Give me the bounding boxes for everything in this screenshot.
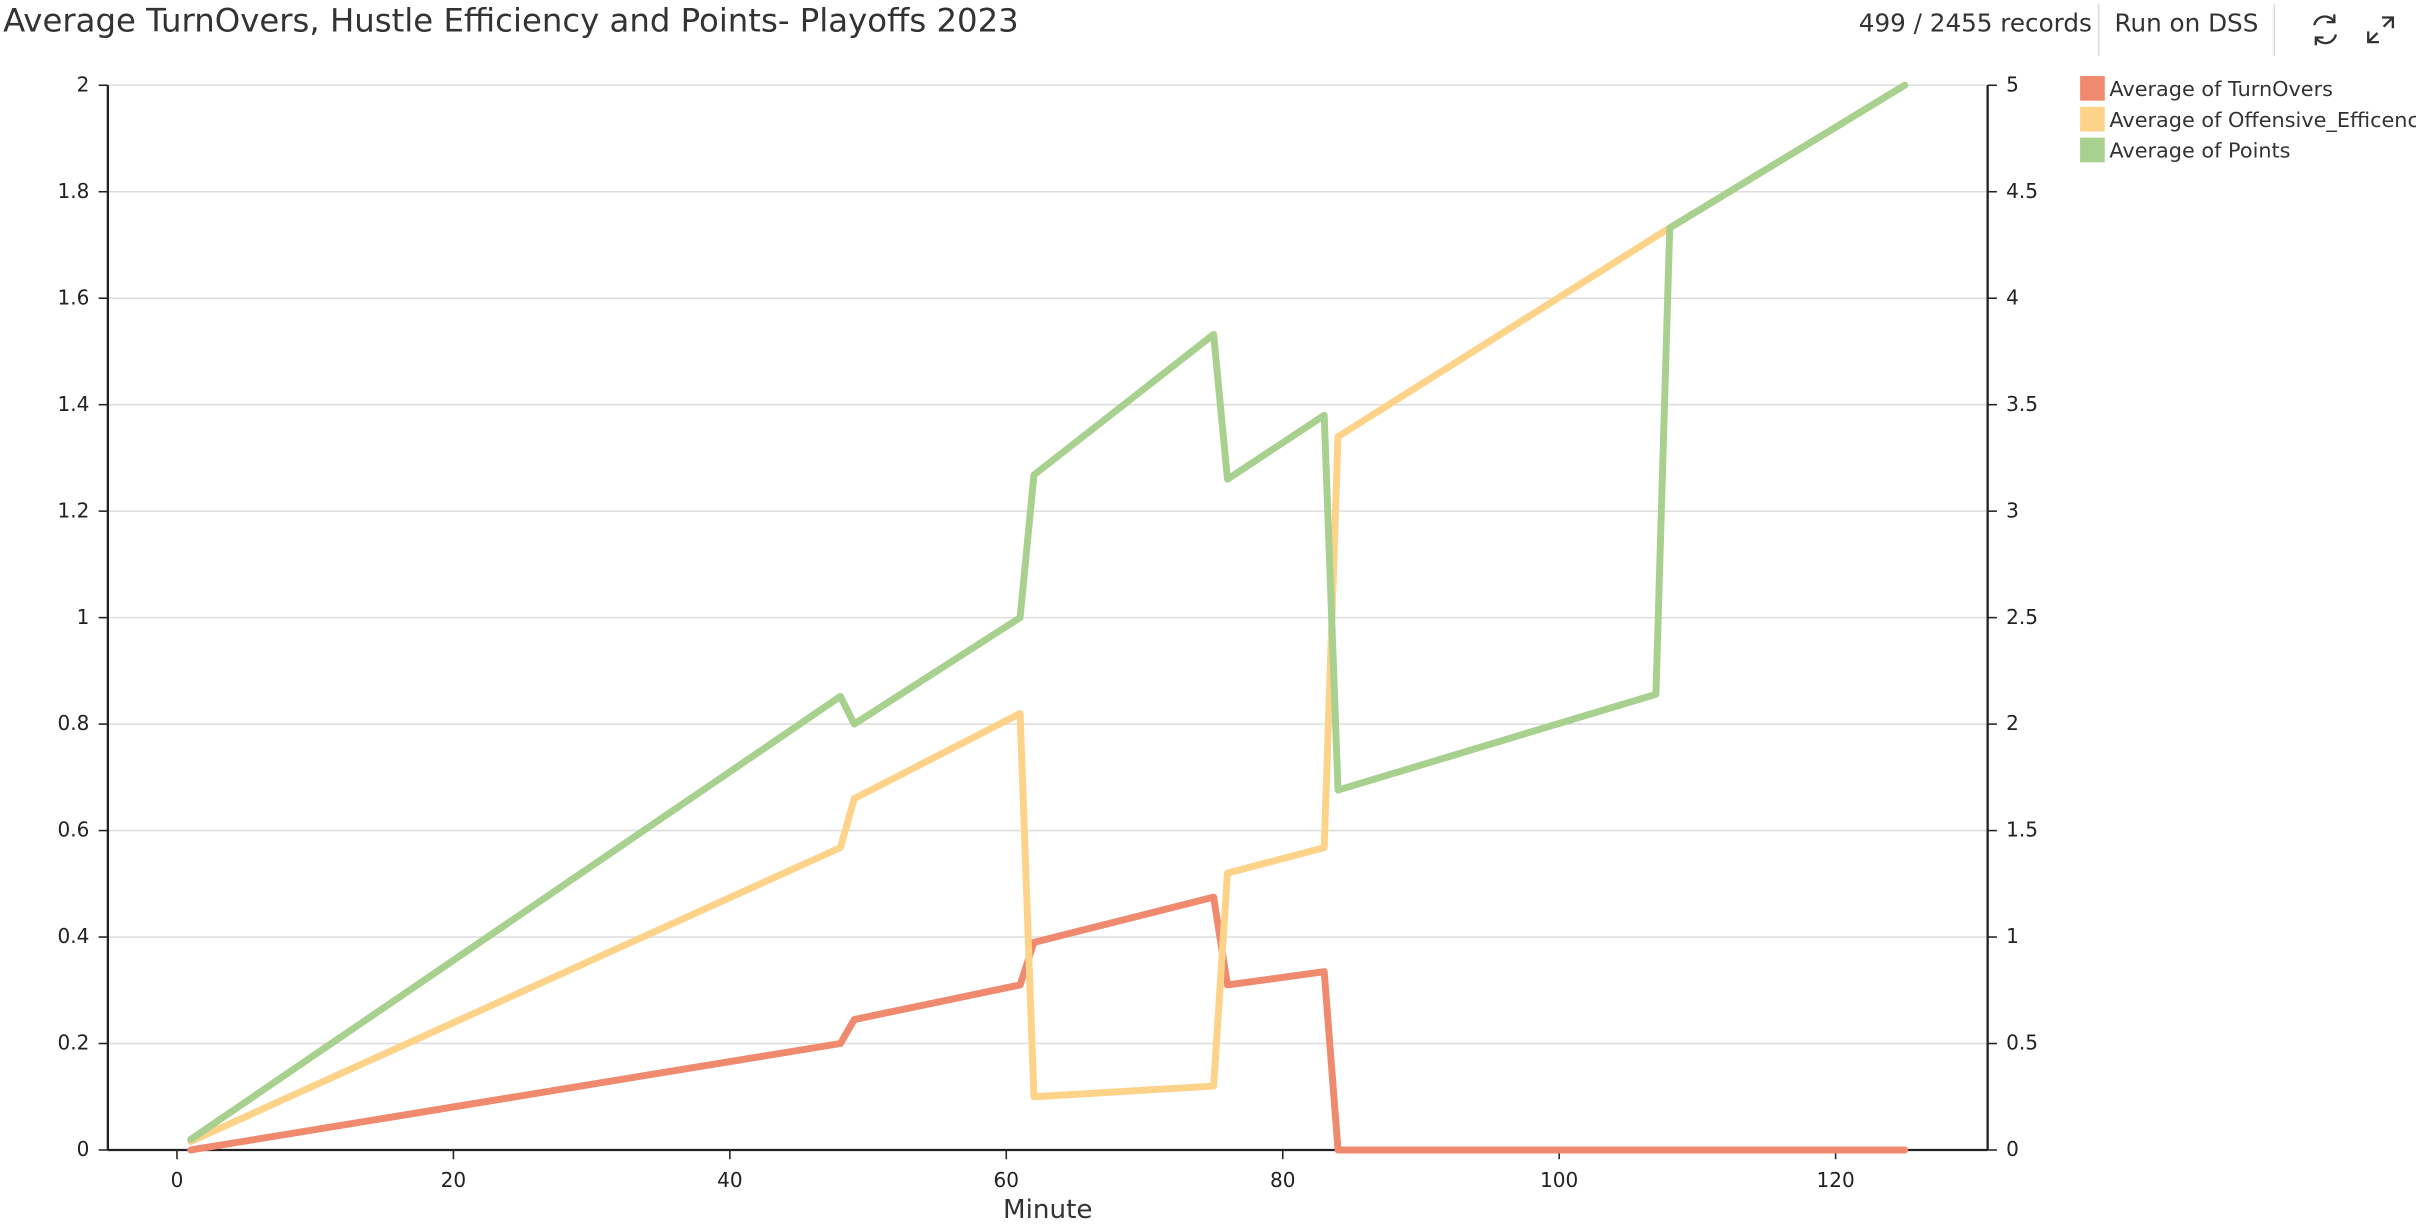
records-count: 499 / 2455 records [1859,8,2092,37]
y2-tick-label: 3 [2006,498,2019,522]
x-tick-label: 0 [171,1168,184,1192]
y2-tick-label: 4 [2006,285,2019,309]
x-tick-label: 80 [1270,1168,1295,1192]
legend-label: Average of Points [2109,139,2290,163]
x-axis-label: Minute [1003,1195,1092,1225]
x-tick-label: 100 [1540,1168,1578,1192]
y2-tick-label: 5 [2006,72,2019,96]
y-tick-label: 0 [77,1137,90,1161]
y2-tick-label: 1.5 [2006,818,2038,842]
series-line [187,81,1909,1143]
y2-tick-label: 2.5 [2006,605,2038,629]
legend-swatch [2080,137,2105,163]
y-tick-label: 2 [77,72,90,96]
x-tick-label: 120 [1817,1168,1855,1192]
y2-tick-label: 2 [2006,711,2019,735]
refresh-icon[interactable] [2313,14,2338,46]
y-tick-label: 1.2 [58,498,90,522]
y-tick-label: 0.4 [58,924,90,948]
series-line [187,81,1909,1145]
y-tick-label: 0.6 [58,818,90,842]
y2-tick-label: 3.5 [2006,392,2038,416]
legend-swatch [2080,76,2105,101]
y-tick-label: 1.6 [58,285,90,309]
y-tick-label: 1.8 [58,179,90,203]
chart-title: Average TurnOvers, Hustle Efficiency and… [3,1,1019,39]
y2-tick-label: 0.5 [2006,1031,2038,1055]
legend-label: Average of Offensive_Efficency [2109,108,2416,132]
x-tick-label: 60 [994,1168,1019,1192]
x-tick-label: 40 [717,1168,742,1192]
run-button[interactable]: Run on DSS [2114,8,2258,37]
y-tick-label: 1 [77,605,90,629]
y-tick-label: 0.2 [58,1031,90,1055]
expand-icon[interactable] [2367,16,2395,44]
y-tick-label: 1.4 [58,392,90,416]
legend-swatch [2080,106,2105,132]
y2-tick-label: 0 [2006,1137,2019,1161]
x-tick-label: 20 [441,1168,466,1192]
y2-tick-label: 4.5 [2006,179,2038,203]
y2-tick-label: 1 [2006,924,2019,948]
legend-label: Average of TurnOvers [2109,77,2333,101]
y-tick-label: 0.8 [58,711,90,735]
